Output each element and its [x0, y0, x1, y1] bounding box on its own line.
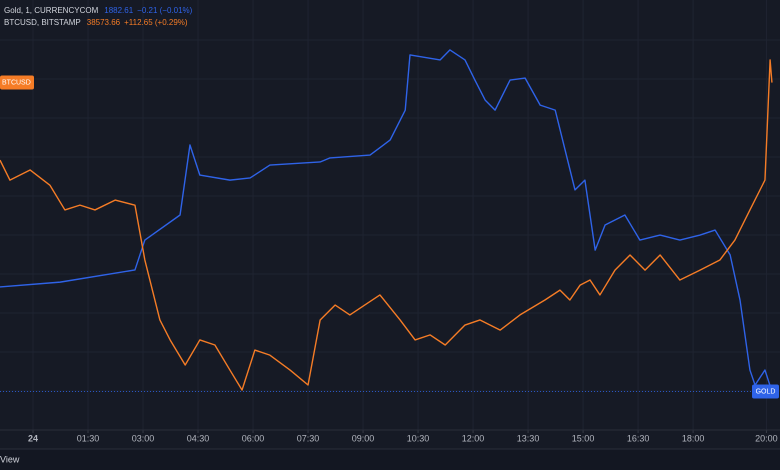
x-tick-label: 16:30 — [627, 433, 650, 443]
series-line — [0, 49, 773, 392]
legend-name: BTCUSD, BITSTAMP — [4, 18, 81, 27]
grid: 24 01:30 03:00 04:30 06:00 07:30 09:00 10:30 12:… — [0, 0, 780, 443]
legend-price: 1882.61 — [104, 6, 133, 15]
footer-text: View — [0, 454, 20, 464]
x-tick-label: 10:30 — [407, 433, 430, 443]
x-tick-label: 09:00 — [352, 433, 375, 443]
legend-change: +112.65 (+0.29%) — [124, 18, 188, 27]
x-tick-label: 15:00 — [572, 433, 595, 443]
x-tick-label: 18:00 — [682, 433, 705, 443]
price-tag — [752, 384, 779, 399]
x-tick-label: 06:00 — [242, 433, 265, 443]
plot: GOLD BTCUSD — [0, 49, 780, 399]
x-tick-label: 03:00 — [132, 433, 155, 443]
price-tag — [0, 75, 34, 90]
x-tick-label: 13:30 — [517, 433, 540, 443]
legend-price: 38573.66 — [87, 18, 121, 27]
legend-name: Gold, 1, CURRENCYCOM — [4, 6, 99, 15]
series-line — [0, 59, 773, 391]
legend-change: −0.21 (−0.01%) — [137, 6, 192, 15]
x-tick-label: 01:30 — [77, 433, 100, 443]
bottom-bar — [0, 449, 780, 470]
x-tick-label: 12:00 — [462, 433, 485, 443]
x-tick-label: 24 — [28, 433, 38, 443]
price-tag-label: GOLD — [756, 388, 776, 395]
x-tick-label: 20:00 — [755, 433, 778, 443]
x-tick-label: 04:30 — [187, 433, 210, 443]
legend: Gold, 1, CURRENCYCOM 1882.61 −0.21 (−0.01%… — [4, 6, 193, 27]
price-tag-label: BTCUSD — [2, 79, 31, 86]
x-tick-label: 07:30 — [297, 433, 320, 443]
